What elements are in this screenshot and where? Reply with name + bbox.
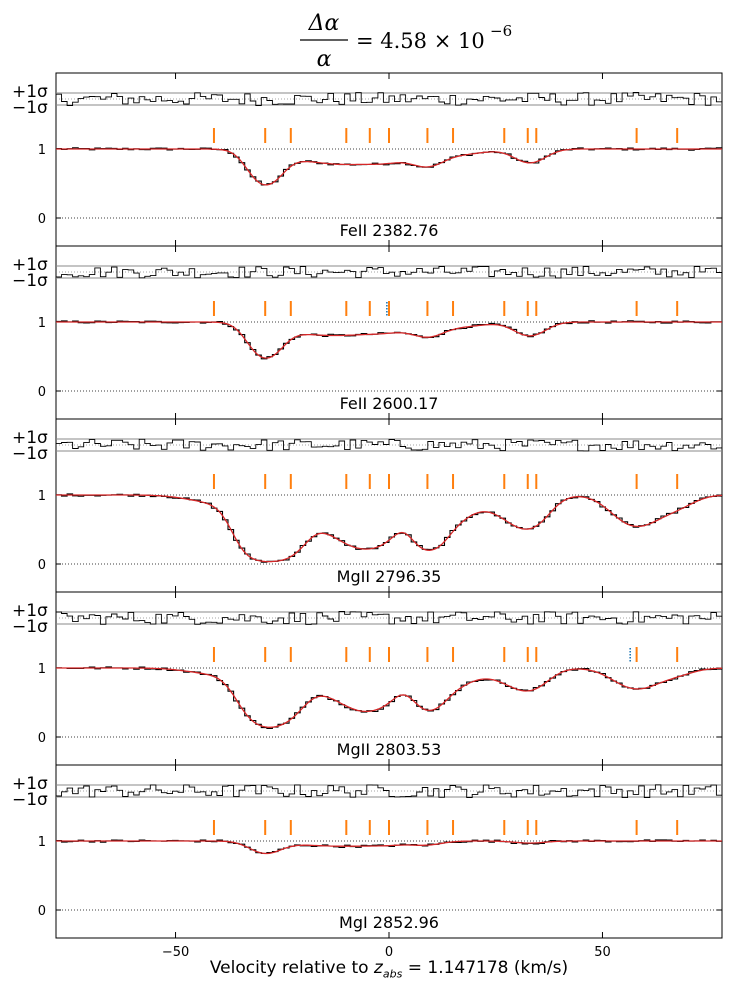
model-fit-series bbox=[56, 148, 722, 186]
model-fit-series bbox=[56, 667, 723, 728]
residual-label-minus1: −1σ bbox=[12, 271, 48, 291]
residual-label-plus1: +1σ bbox=[12, 774, 48, 794]
panel-4: +1σ−1σ 1 0 MgI 2852.96 bbox=[12, 764, 723, 939]
model-fit-series bbox=[56, 321, 722, 359]
panel-transition-label: FeII 2600.17 bbox=[340, 394, 439, 413]
figure-title: Δα α = 4.58 × 10 −6 bbox=[0, 0, 747, 72]
x-axis-label-prefix: Velocity relative to bbox=[209, 958, 374, 978]
flux-tick-label: 1 bbox=[38, 489, 46, 504]
x-tick-label: 0 bbox=[385, 945, 393, 960]
residual-label-minus1: −1σ bbox=[12, 98, 48, 118]
title-value: = 4.58 × 10 bbox=[356, 29, 485, 53]
x-axis-label-suffix: = 1.147178 (km/s) bbox=[402, 958, 569, 978]
panel-transition-label: MgII 2803.53 bbox=[337, 740, 442, 759]
title-equation: Δα α = 4.58 × 10 −6 bbox=[300, 11, 512, 72]
flux-tick-label: 0 bbox=[38, 558, 46, 573]
title-exponent: −6 bbox=[490, 22, 512, 40]
flux-tick-label: 1 bbox=[38, 662, 46, 677]
flux-data-series bbox=[56, 320, 723, 360]
flux-tick-label: 1 bbox=[38, 316, 46, 331]
flux-data-series bbox=[56, 147, 723, 186]
panel-3: +1σ−1σ 1 0 MgII 2803.53 bbox=[12, 591, 723, 766]
flux-tick-label: 0 bbox=[38, 731, 46, 746]
panel-2: +1σ−1σ 1 0 MgII 2796.35 bbox=[12, 418, 723, 593]
residual-label-plus1: +1σ bbox=[12, 82, 48, 102]
flux-tick-label: 1 bbox=[38, 143, 46, 158]
flux-tick-label: 0 bbox=[38, 385, 46, 400]
residual-series bbox=[56, 266, 723, 279]
residual-label-minus1: −1σ bbox=[12, 617, 48, 637]
residual-series bbox=[56, 92, 723, 106]
flux-data-series bbox=[56, 666, 723, 729]
title-denominator: α bbox=[317, 47, 332, 72]
x-axis-label-var: z bbox=[373, 958, 383, 978]
residual-series bbox=[56, 784, 723, 799]
flux-tick-label: 1 bbox=[38, 835, 46, 850]
flux-tick-label: 0 bbox=[38, 904, 46, 919]
residual-label-minus1: −1σ bbox=[12, 790, 48, 810]
model-fit-series bbox=[56, 494, 723, 563]
panel-1: +1σ−1σ 1 0 FeII 2600.17 bbox=[12, 245, 723, 420]
panel-transition-label: MgI 2852.96 bbox=[339, 913, 439, 932]
panel-0: +1σ−1σ 1 0 FeII 2382.76 bbox=[12, 72, 723, 247]
flux-tick-label: 0 bbox=[38, 212, 46, 227]
residual-series bbox=[56, 438, 723, 452]
panel-transition-label: MgII 2796.35 bbox=[337, 567, 442, 586]
residual-label-minus1: −1σ bbox=[12, 444, 48, 464]
x-axis-label-sub: abs bbox=[382, 967, 403, 981]
x-tick-label: −50 bbox=[162, 945, 189, 960]
flux-data-series bbox=[56, 839, 723, 854]
residual-series bbox=[56, 611, 723, 625]
x-axis-label: Velocity relative to zabs = 1.147178 (km… bbox=[56, 958, 722, 980]
residual-label-plus1: +1σ bbox=[12, 255, 48, 275]
model-fit-series bbox=[56, 840, 722, 855]
panel-transition-label: FeII 2382.76 bbox=[340, 221, 439, 240]
x-tick-label: 50 bbox=[594, 945, 611, 960]
residual-label-plus1: +1σ bbox=[12, 428, 48, 448]
flux-data-series bbox=[56, 493, 723, 563]
residual-label-plus1: +1σ bbox=[12, 601, 48, 621]
title-numerator: Δα bbox=[308, 11, 340, 36]
